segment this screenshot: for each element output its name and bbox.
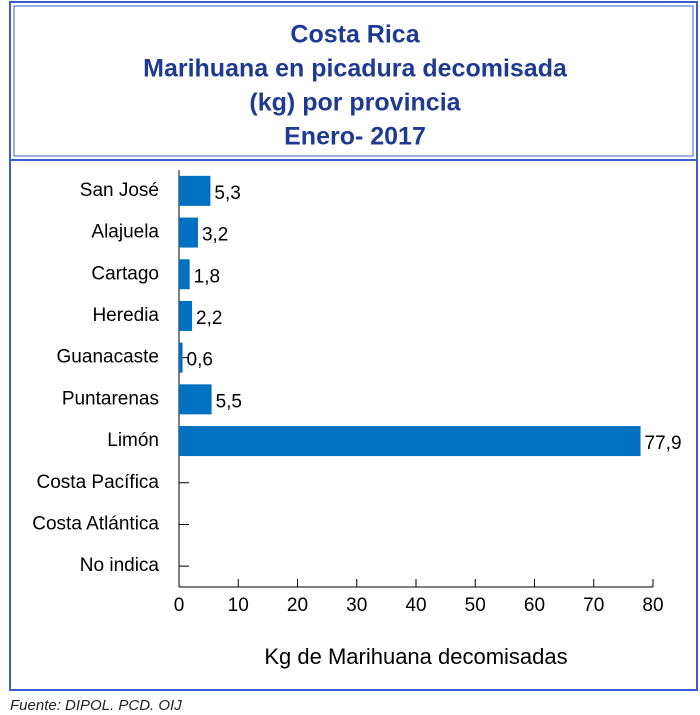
value-label: 1,8 [194, 266, 220, 287]
y-tick-label: Limón [107, 430, 159, 451]
value-label: 0,6 [187, 350, 213, 371]
bar [179, 342, 183, 373]
x-tick-label: 40 [405, 595, 426, 616]
x-tick-label: 80 [642, 595, 663, 616]
value-label: 2,2 [196, 308, 222, 329]
x-tick-label: 0 [174, 595, 185, 616]
bar [179, 384, 212, 415]
value-label: 3,2 [202, 225, 228, 246]
source: Fuente: DIPOL. PCD. OIJ [10, 697, 182, 714]
bar [179, 300, 193, 331]
y-tick-label: San José [80, 180, 159, 201]
y-tick-label: Costa Pacífica [37, 472, 160, 493]
x-tick-label: 20 [287, 595, 308, 616]
y-tick-label: Alajuela [91, 222, 159, 243]
bar [179, 259, 190, 290]
y-tick-label: Costa Atlántica [32, 513, 159, 534]
x-tick-label: 60 [524, 595, 545, 616]
value-label: 77,9 [645, 433, 682, 454]
chart-title: Enero- 2017 [284, 123, 426, 151]
bar [179, 175, 211, 206]
y-tick-label: Heredia [92, 305, 159, 326]
plot-box [9, 159, 698, 691]
x-tick-label: 10 [228, 595, 249, 616]
title-box-inner [13, 5, 694, 157]
x-axis-title: Kg de Marihuana decomisadas [264, 644, 567, 669]
y-tick-label: Puntarenas [62, 388, 159, 409]
chart-title: (kg) por provincia [249, 89, 461, 117]
x-tick-label: 30 [346, 595, 367, 616]
y-tick-label: No indica [80, 555, 160, 576]
x-tick-label: 50 [465, 595, 486, 616]
chart-title: Marihuana en picadura decomisada [143, 55, 568, 83]
bar [179, 217, 198, 248]
chart-title: Costa Rica [290, 21, 420, 49]
value-label: 5,3 [214, 183, 240, 204]
bar [179, 426, 641, 457]
y-tick-label: Cartago [91, 263, 159, 284]
value-label: 5,5 [216, 391, 242, 412]
x-tick-label: 70 [583, 595, 604, 616]
y-tick-label: Guanacaste [57, 347, 159, 368]
